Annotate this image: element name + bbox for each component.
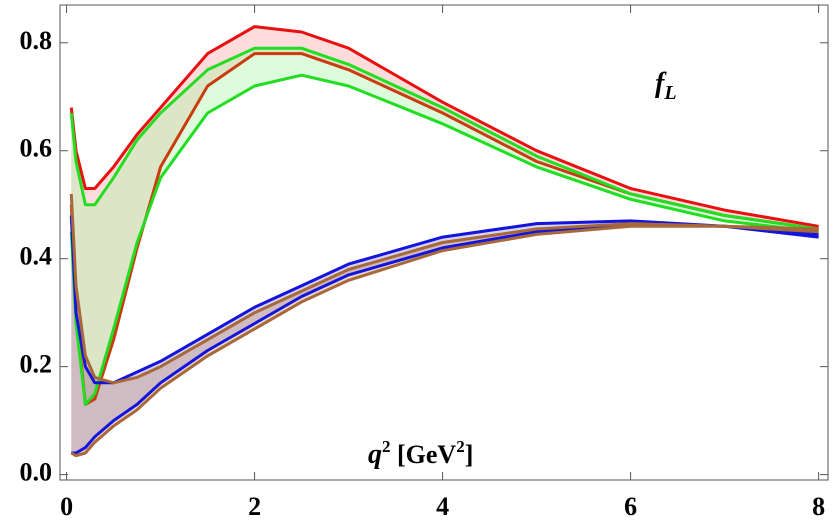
band-lower	[69, 52, 819, 406]
q-sup: 2	[382, 437, 391, 456]
band-lower	[69, 73, 819, 406]
band-lower	[70, 224, 819, 458]
band-fill	[71, 215, 819, 453]
fl-sub: L	[663, 82, 676, 104]
plot-frame	[59, 4, 829, 481]
band-upper	[69, 25, 819, 228]
q-text: q	[368, 439, 382, 470]
fl-label: fL	[655, 68, 677, 104]
y-tick-label: 0.0	[20, 458, 53, 487]
band-upper	[69, 193, 819, 385]
y-tick-label: 0.8	[20, 26, 53, 55]
x-tick-label: 8	[812, 492, 825, 521]
x-tick-label: 6	[624, 492, 637, 521]
unit-close: ]	[465, 440, 474, 469]
band-upper	[69, 46, 819, 231]
band-upper	[69, 215, 819, 385]
unit-sup: 2	[456, 437, 465, 456]
band-lower	[71, 222, 819, 455]
band-fill	[71, 48, 819, 405]
x-axis-label: q2 [GeV2]	[368, 437, 473, 470]
plot-area	[69, 25, 819, 458]
fl-text: f	[655, 68, 667, 99]
x-tick-label: 4	[436, 492, 449, 521]
y-tick-label: 0.4	[20, 242, 53, 271]
x-tick-label: 2	[248, 492, 261, 521]
unit-text: [GeV	[391, 440, 457, 469]
y-tick-label: 0.2	[20, 350, 53, 379]
x-tick-label: 0	[60, 492, 73, 521]
band-fill	[71, 193, 819, 456]
y-tick-label: 0.6	[20, 134, 53, 163]
